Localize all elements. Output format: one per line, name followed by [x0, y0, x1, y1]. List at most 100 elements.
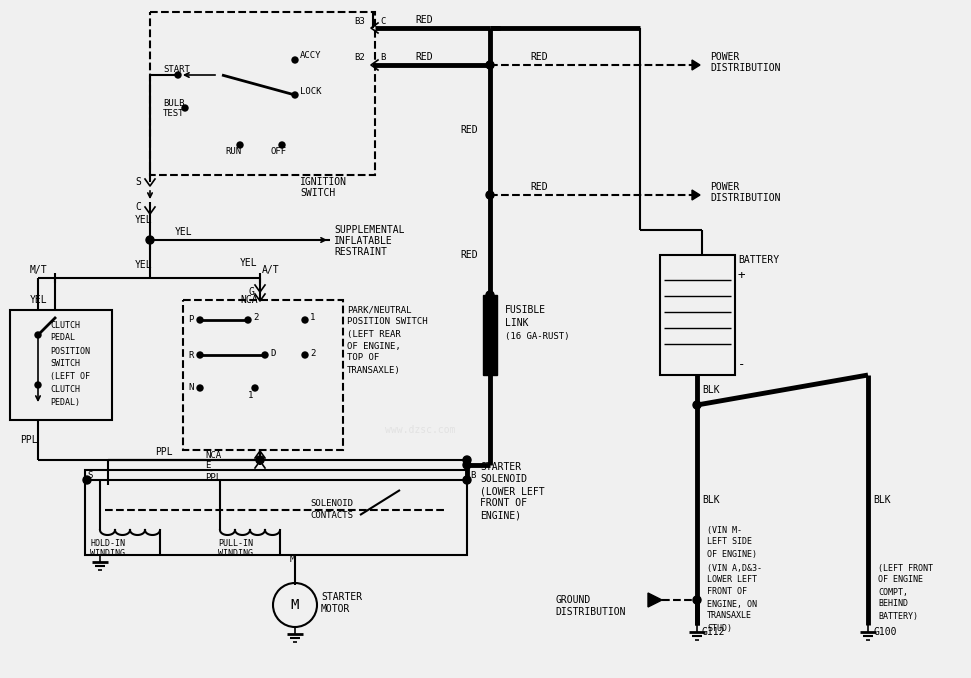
Text: BEHIND: BEHIND — [878, 599, 908, 608]
Bar — [10, 310, 112, 420]
Text: PEDAL: PEDAL — [50, 334, 75, 342]
Text: DISTRIBUTION: DISTRIBUTION — [710, 193, 781, 203]
Text: MOTOR: MOTOR — [321, 604, 351, 614]
Text: D: D — [270, 348, 276, 357]
Text: LOCK: LOCK — [300, 87, 321, 96]
Text: LEFT SIDE: LEFT SIDE — [707, 538, 752, 546]
Text: M: M — [290, 598, 299, 612]
Circle shape — [292, 92, 298, 98]
Text: RED: RED — [530, 52, 548, 62]
Text: STARTER: STARTER — [480, 462, 521, 472]
Text: WINDING: WINDING — [218, 549, 253, 559]
Circle shape — [237, 142, 243, 148]
Circle shape — [256, 456, 264, 464]
Text: RED: RED — [530, 182, 548, 192]
Text: RED: RED — [415, 52, 433, 62]
Text: A/T: A/T — [262, 265, 280, 275]
Circle shape — [83, 476, 91, 484]
Text: B2: B2 — [354, 54, 365, 62]
Text: S: S — [135, 177, 141, 187]
Circle shape — [302, 352, 308, 358]
Text: NCA: NCA — [205, 450, 221, 460]
Circle shape — [463, 456, 471, 464]
Text: 2: 2 — [310, 348, 316, 357]
Text: RESTRAINT: RESTRAINT — [334, 247, 386, 257]
Text: OF ENGINE: OF ENGINE — [878, 576, 923, 584]
Circle shape — [486, 191, 494, 199]
Text: POWER: POWER — [710, 182, 739, 192]
Text: LOWER LEFT: LOWER LEFT — [707, 576, 757, 584]
Text: TOP OF: TOP OF — [347, 353, 380, 363]
Circle shape — [197, 317, 203, 323]
Text: PPL: PPL — [155, 447, 173, 457]
Text: BULB: BULB — [163, 98, 184, 108]
Text: RUN: RUN — [225, 148, 241, 157]
Text: YEL: YEL — [240, 258, 257, 268]
Text: (16 GA-RUST): (16 GA-RUST) — [505, 332, 570, 340]
Text: (LEFT FRONT: (LEFT FRONT — [878, 563, 933, 572]
Text: (LEFT OF: (LEFT OF — [50, 372, 90, 382]
Text: 1: 1 — [310, 313, 316, 321]
Text: C: C — [380, 18, 385, 26]
Text: E: E — [205, 462, 211, 471]
Text: M/T: M/T — [30, 265, 48, 275]
Text: TEST: TEST — [163, 110, 184, 119]
Text: (VIN A,D&3-: (VIN A,D&3- — [707, 563, 762, 572]
Text: HOLD-IN: HOLD-IN — [90, 538, 125, 548]
Polygon shape — [692, 190, 700, 200]
Text: STARTER: STARTER — [321, 592, 362, 602]
Circle shape — [262, 352, 268, 358]
Text: RED: RED — [415, 15, 433, 25]
Circle shape — [252, 385, 258, 391]
Circle shape — [35, 332, 41, 338]
Text: BLK: BLK — [702, 385, 720, 395]
Text: N: N — [188, 384, 193, 393]
Text: SUPPLEMENTAL: SUPPLEMENTAL — [334, 225, 405, 235]
Text: COMPT,: COMPT, — [878, 588, 908, 597]
Text: CLUTCH: CLUTCH — [50, 386, 80, 395]
Circle shape — [279, 142, 285, 148]
Circle shape — [463, 461, 471, 469]
Text: PULL-IN: PULL-IN — [218, 538, 253, 548]
Circle shape — [302, 317, 308, 323]
Text: PPL: PPL — [205, 473, 221, 481]
Text: POSITION: POSITION — [50, 346, 90, 355]
Circle shape — [197, 385, 203, 391]
Bar — [660, 255, 735, 375]
Text: IGNITION: IGNITION — [300, 177, 347, 187]
Bar — [483, 295, 497, 375]
Text: INFLATABLE: INFLATABLE — [334, 236, 392, 246]
Text: NCA: NCA — [240, 295, 257, 305]
Text: LINK: LINK — [505, 318, 528, 328]
Text: STUD): STUD) — [707, 624, 732, 633]
Circle shape — [486, 61, 494, 69]
Polygon shape — [692, 60, 700, 70]
Text: (LEFT REAR: (LEFT REAR — [347, 330, 401, 338]
Text: OF ENGINE): OF ENGINE) — [707, 549, 757, 559]
Text: YEL: YEL — [135, 260, 152, 270]
Text: www.dzsc.com: www.dzsc.com — [385, 425, 455, 435]
Text: FRONT OF: FRONT OF — [480, 498, 527, 508]
Text: BLK: BLK — [873, 495, 890, 505]
Circle shape — [182, 105, 188, 111]
Polygon shape — [648, 593, 662, 607]
Text: B: B — [470, 471, 476, 481]
Text: PEDAL): PEDAL) — [50, 399, 80, 407]
Text: BLK: BLK — [702, 495, 720, 505]
Text: ENGINE): ENGINE) — [480, 510, 521, 520]
Text: OF ENGINE,: OF ENGINE, — [347, 342, 401, 351]
Text: YEL: YEL — [175, 227, 192, 237]
Text: GROUND: GROUND — [555, 595, 590, 605]
Text: RED: RED — [460, 125, 478, 135]
Text: G: G — [248, 287, 253, 297]
Text: ACCY: ACCY — [300, 50, 321, 60]
Text: RED: RED — [460, 250, 478, 260]
Circle shape — [245, 317, 251, 323]
Text: G112: G112 — [702, 627, 725, 637]
Text: OFF: OFF — [270, 148, 286, 157]
Text: C: C — [135, 202, 141, 212]
Circle shape — [463, 476, 471, 484]
Text: (LOWER LEFT: (LOWER LEFT — [480, 486, 545, 496]
Circle shape — [292, 57, 298, 63]
Text: (VIN M-: (VIN M- — [707, 525, 742, 534]
